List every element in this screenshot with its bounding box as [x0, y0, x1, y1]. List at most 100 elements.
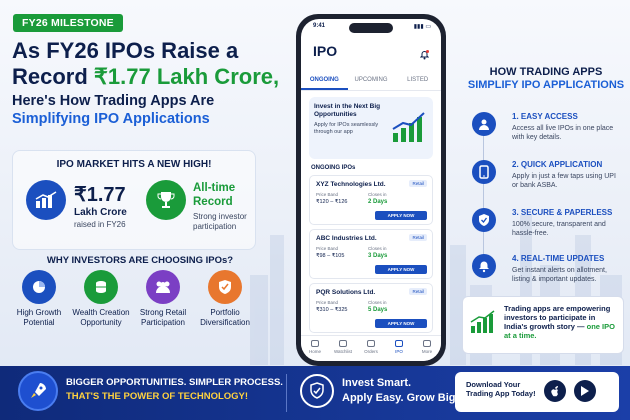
close-label: Closes in: [368, 246, 387, 251]
amount-unit: Lakh Crore: [74, 207, 127, 218]
footer-line-1: BIGGER OPPORTUNITIES. SIMPLER PROCESS.: [66, 377, 283, 388]
tab-listed[interactable]: LISTED: [407, 77, 429, 83]
section-title: ONGOING IPOs: [311, 165, 356, 171]
how-title-line-1: HOW TRADING APPS: [489, 66, 603, 78]
nav-more[interactable]: More: [413, 336, 441, 361]
promo-banner[interactable]: [309, 97, 433, 159]
phone-screen: 9:41 ▮▮▮ ▭ IPO ONGOING UPCOMING LISTED I…: [301, 19, 441, 361]
shield-check-icon: [300, 374, 334, 408]
apply-now-button[interactable]: APPLY NOW: [375, 265, 427, 274]
ipo-name: PQR Solutions Ltd.: [316, 289, 376, 296]
apply-now-button[interactable]: APPLY NOW: [375, 211, 427, 220]
play-store-icon[interactable]: [574, 380, 596, 402]
step-title: 4. REAL-TIME UPDATES: [512, 254, 605, 263]
ipo-tag: Retail: [409, 234, 427, 241]
growth-icon: [470, 310, 495, 333]
close-days: 3 Days: [368, 253, 388, 259]
phone-mockup: 9:41 ▮▮▮ ▭ IPO ONGOING UPCOMING LISTED I…: [296, 14, 446, 366]
step-desc: Apply in just a few taps using UPI or ba…: [512, 173, 616, 189]
trophy-icon: [146, 180, 186, 220]
why-label: Strong Retail Participation: [139, 308, 187, 327]
how-title-line-2: SIMPLIFY IPO APPLICATIONS: [467, 79, 625, 91]
why-item-wealth: Wealth Creation Opportunity: [70, 270, 132, 328]
bell-icon[interactable]: [419, 47, 430, 60]
price-band: ₹310 – ₹325: [316, 307, 348, 313]
ipo-card[interactable]: PQR Solutions Ltd. Retail Price Band ₹31…: [309, 283, 433, 333]
amount-value: ₹1.77: [74, 184, 126, 206]
tab-upcoming[interactable]: UPCOMING: [354, 77, 388, 83]
user-icon: [472, 112, 496, 136]
record-line-2: Record: [193, 196, 233, 208]
coins-icon: [84, 270, 118, 304]
why-item-retail: Strong Retail Participation: [132, 270, 194, 328]
step-desc: Get instant alerts on allotment, listing…: [512, 267, 607, 283]
bottom-nav: Home Watchlist Orders IPO More: [301, 335, 441, 361]
headline-amount: ₹1.77 Lakh Crore,: [93, 64, 280, 89]
nav-orders[interactable]: Orders: [357, 336, 385, 361]
growth-chart-icon: [392, 112, 425, 142]
tab-ongoing[interactable]: ONGOING: [301, 77, 348, 90]
more-icon: [423, 340, 431, 347]
nav-label: Home: [308, 349, 321, 354]
phone-notch: [349, 23, 393, 33]
subheadline: Here's How Trading Apps Are Simplifying …: [12, 92, 292, 128]
shield-icon: [472, 208, 496, 232]
why-title: WHY INVESTORS ARE CHOOSING IPOs?: [46, 255, 234, 266]
close-days: 5 Days: [368, 307, 388, 313]
how-title: HOW TRADING APPS SIMPLIFY IPO APPLICATIO…: [466, 66, 626, 92]
why-item-diversification: Portfolio Diversification: [194, 270, 256, 328]
nav-home[interactable]: Home: [301, 336, 329, 361]
step-desc: Access all live IPOs in one place with k…: [512, 125, 614, 141]
ipo-name: XYZ Technologies Ltd.: [316, 181, 386, 188]
ipo-card[interactable]: XYZ Technologies Ltd. Retail Price Band …: [309, 175, 433, 225]
watchlist-icon: [339, 340, 347, 347]
price-band: ₹120 – ₹126: [316, 199, 348, 205]
empower-text: Trading apps are empowering investors to…: [504, 304, 620, 340]
ipo-tag: Retail: [409, 180, 427, 187]
headline-line-2: Record ₹1.77 Lakh Crore,: [12, 64, 292, 90]
milestone-badge: FY26 MILESTONE: [13, 14, 123, 32]
ipo-card[interactable]: ABC Industries Ltd. Retail Price Band ₹9…: [309, 229, 433, 279]
headline: As FY26 IPOs Raise a Record ₹1.77 Lakh C…: [12, 38, 292, 90]
amount-note: raised in FY26: [74, 220, 126, 229]
empower-text-b: one IPO at a time.: [504, 322, 615, 340]
headline-record: Record: [12, 64, 94, 89]
steps-connector: [483, 124, 484, 274]
step-desc: 100% secure, transparent and hassle-free…: [512, 221, 606, 237]
phone-icon: [472, 160, 496, 184]
ipo-name: ABC Industries Ltd.: [316, 235, 377, 242]
promo-text: Apply for IPOs seamlessly through our ap…: [314, 122, 379, 135]
nav-label: Watchlist: [333, 349, 353, 354]
download-text: Download Your Trading App Today!: [466, 380, 536, 398]
footer-divider: [286, 374, 287, 412]
step-title: 2. QUICK APPLICATION: [512, 160, 603, 169]
nav-watchlist[interactable]: Watchlist: [329, 336, 357, 361]
ipo-tag: Retail: [409, 288, 427, 295]
price-band: ₹98 – ₹105: [316, 253, 345, 259]
ipo-icon: [395, 340, 403, 347]
why-label: Portfolio Diversification: [200, 308, 250, 327]
subheadline-line-2: Simplifying IPO Applications: [12, 111, 210, 127]
nav-label: More: [421, 349, 433, 354]
why-label: High Growth Potential: [16, 308, 62, 327]
rocket-icon: [18, 371, 58, 411]
chart-icon: [26, 180, 66, 220]
ipo-tabs: ONGOING UPCOMING LISTED: [301, 77, 441, 91]
bell-icon: [472, 254, 496, 278]
nav-label: Orders: [364, 349, 378, 354]
people-icon: [146, 270, 180, 304]
app-title: IPO: [313, 43, 338, 59]
subheadline-line-1: Here's How Trading Apps Are: [12, 93, 215, 109]
market-title: IPO MARKET HITS A NEW HIGH!: [56, 159, 212, 170]
apply-now-button[interactable]: APPLY NOW: [375, 319, 427, 328]
footer-tagline-1: Invest Smart.: [342, 377, 412, 389]
record-line-1: All-time: [193, 182, 236, 194]
price-label: Price Band: [316, 192, 339, 197]
orders-icon: [367, 340, 375, 347]
empower-text-a: Trading apps are empowering investors to…: [504, 304, 611, 331]
close-label: Closes in: [368, 192, 387, 197]
nav-ipo[interactable]: IPO: [385, 336, 413, 361]
headline-line-1: As FY26 IPOs Raise a: [12, 38, 239, 63]
nav-label: IPO: [395, 349, 403, 354]
apple-icon[interactable]: [544, 380, 566, 402]
